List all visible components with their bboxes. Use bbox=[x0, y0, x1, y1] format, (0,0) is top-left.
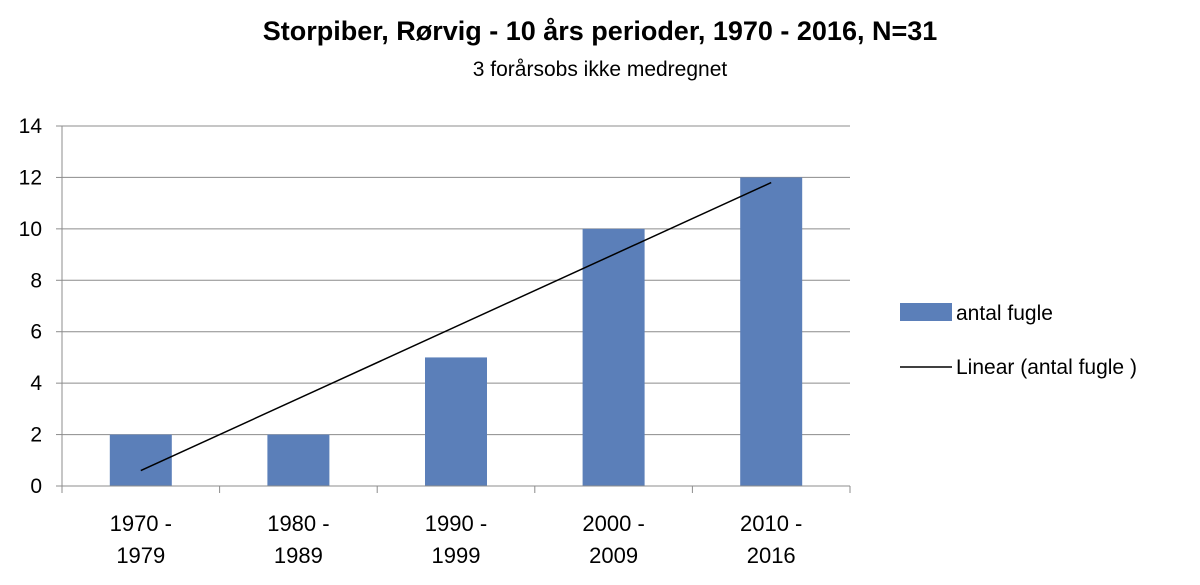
y-tick-label: 2 bbox=[30, 424, 42, 447]
y-tick-label: 8 bbox=[30, 269, 42, 292]
y-tick-label: 4 bbox=[30, 372, 42, 395]
chart-title: Storpiber, Rørvig - 10 års perioder, 197… bbox=[262, 16, 938, 46]
y-tick-label: 14 bbox=[19, 115, 43, 138]
trendline-group bbox=[140, 181, 772, 472]
y-tick-label: 12 bbox=[19, 166, 42, 189]
x-tick-label: 2000 - bbox=[582, 511, 644, 536]
legend-label-bars: antal fugle bbox=[956, 302, 1053, 325]
x-tick-label: 2009 bbox=[589, 543, 638, 568]
x-tick-label: 1979 bbox=[116, 543, 165, 568]
legend: antal fugle Linear (antal fugle ) bbox=[900, 302, 1137, 379]
legend-swatch-bars bbox=[900, 303, 952, 321]
bar bbox=[740, 177, 803, 486]
bar bbox=[267, 434, 330, 486]
y-tick-label: 6 bbox=[30, 321, 42, 344]
trendline bbox=[140, 181, 772, 472]
x-tick-label: 1970 - bbox=[110, 511, 172, 536]
bar bbox=[109, 434, 172, 486]
x-tick-label: 2016 bbox=[747, 543, 796, 568]
x-tick-label: 2010 - bbox=[740, 511, 802, 536]
axes: 0 2 4 6 8 10 12 14 1970 - 1979 1980 - 1989 1990 - 199… bbox=[19, 115, 851, 568]
x-tick-label: 1980 - bbox=[267, 511, 329, 536]
y-tick-label: 10 bbox=[19, 218, 42, 241]
bars bbox=[109, 177, 803, 486]
x-tick-label: 1990 - bbox=[425, 511, 487, 536]
bar bbox=[425, 357, 487, 486]
chart-subtitle: 3 forårsobs ikke medregnet bbox=[472, 58, 728, 81]
y-tick-label: 0 bbox=[30, 475, 42, 498]
x-tick-label: 1989 bbox=[274, 543, 323, 568]
legend-label-trendline: Linear (antal fugle ) bbox=[956, 356, 1137, 379]
x-tick-label: 1999 bbox=[432, 543, 481, 568]
bar bbox=[582, 228, 645, 486]
